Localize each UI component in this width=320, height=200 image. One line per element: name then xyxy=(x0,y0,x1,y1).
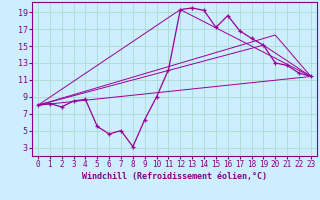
X-axis label: Windchill (Refroidissement éolien,°C): Windchill (Refroidissement éolien,°C) xyxy=(82,172,267,181)
